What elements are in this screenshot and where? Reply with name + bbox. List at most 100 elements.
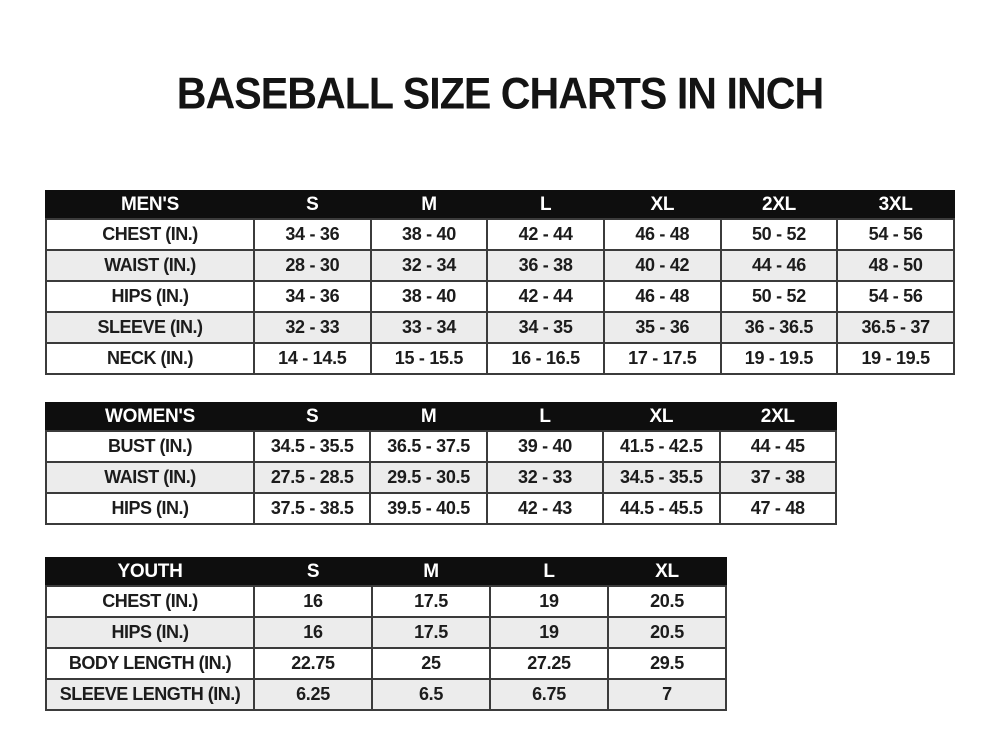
size-value-cell: 27.5 - 28.5 [252, 461, 372, 494]
size-value-cell: 32 - 33 [485, 461, 605, 494]
size-value-cell: 44.5 - 45.5 [602, 492, 721, 525]
table-row: NECK (IN.) 14 - 14.5 15 - 15.5 16 - 16.5 17 … [45, 342, 955, 375]
size-value-cell: 6.25 [253, 678, 373, 711]
size-value-cell: 17 - 17.5 [602, 342, 722, 375]
size-header-cell: XL [602, 190, 722, 220]
header-row: YOUTH S M L XL [45, 557, 727, 587]
table-row: WAIST (IN.) 28 - 30 32 - 34 36 - 38 40 - 42 4… [45, 249, 955, 282]
size-value-cell: 54 - 56 [836, 218, 955, 251]
size-value-cell: 34 - 36 [253, 280, 372, 313]
measurement-label-cell: SLEEVE LENGTH (IN.) [45, 678, 255, 711]
size-header-cell: L [485, 402, 605, 432]
size-value-cell: 7 [607, 678, 727, 711]
measurement-label-cell: HIPS (IN.) [45, 616, 255, 649]
size-value-cell: 46 - 48 [602, 280, 722, 313]
size-value-cell: 41.5 - 42.5 [602, 430, 721, 463]
size-value-cell: 54 - 56 [836, 280, 955, 313]
table-row: HIPS (IN.) 37.5 - 38.5 39.5 - 40.5 42 - 43 4… [45, 492, 838, 525]
size-value-cell: 19 [489, 616, 609, 649]
size-value-cell: 28 - 30 [253, 249, 372, 282]
size-value-cell: 32 - 33 [253, 311, 372, 344]
size-value-cell: 34.5 - 35.5 [252, 430, 372, 463]
size-value-cell: 34.5 - 35.5 [602, 461, 721, 494]
size-value-cell: 47 - 48 [718, 492, 838, 525]
size-value-cell: 25 [371, 647, 491, 680]
size-value-cell: 50 - 52 [719, 280, 839, 313]
size-value-cell: 27.25 [489, 647, 609, 680]
size-value-cell: 29.5 [607, 647, 727, 680]
size-header-cell: M [369, 402, 488, 432]
measurement-label-cell: SLEEVE (IN.) [45, 311, 255, 344]
measurement-label-cell: WAIST (IN.) [45, 461, 255, 494]
table-row: HIPS (IN.) 16 17.5 19 20.5 [45, 616, 727, 649]
size-value-cell: 6.75 [489, 678, 609, 711]
size-value-cell: 42 - 44 [486, 218, 605, 251]
size-value-cell: 17.5 [371, 616, 491, 649]
size-value-cell: 17.5 [371, 585, 491, 618]
measurement-label-cell: CHEST (IN.) [45, 218, 255, 251]
page-title: BASEBALL SIZE CHARTS IN INCH [176, 68, 824, 119]
table-row: SLEEVE (IN.) 32 - 33 33 - 34 34 - 35 35 - 36… [45, 311, 955, 344]
size-value-cell: 40 - 42 [602, 249, 722, 282]
table-row: CHEST (IN.) 34 - 36 38 - 40 42 - 44 46 - 48 5… [45, 218, 955, 251]
measurement-label-cell: HIPS (IN.) [45, 492, 255, 525]
size-value-cell: 39.5 - 40.5 [369, 492, 488, 525]
size-value-cell: 36.5 - 37 [836, 311, 955, 344]
size-value-cell: 42 - 43 [485, 492, 605, 525]
youth-size-table: YOUTH S M L XL CHEST (IN.) 16 17.5 19 20.5 HIPS (I… [45, 557, 727, 711]
size-value-cell: 48 - 50 [836, 249, 955, 282]
mens-size-table: MEN'S S M L XL 2XL 3XL CHEST (IN.) 34 - 36 38 - 4… [45, 190, 955, 375]
size-value-cell: 38 - 40 [369, 280, 489, 313]
size-value-cell: 20.5 [607, 616, 727, 649]
size-header-cell: XL [607, 557, 727, 587]
size-header-cell: S [252, 402, 372, 432]
size-value-cell: 16 - 16.5 [486, 342, 605, 375]
group-header-cell: MEN'S [45, 190, 255, 220]
size-value-cell: 36 - 36.5 [719, 311, 839, 344]
header-row: MEN'S S M L XL 2XL 3XL [45, 190, 955, 220]
size-header-cell: S [253, 557, 373, 587]
size-value-cell: 36 - 38 [486, 249, 605, 282]
size-value-cell: 46 - 48 [602, 218, 722, 251]
measurement-label-cell: CHEST (IN.) [45, 585, 255, 618]
table-row: BODY LENGTH (IN.) 22.75 25 27.25 29.5 [45, 647, 727, 680]
measurement-label-cell: HIPS (IN.) [45, 280, 255, 313]
size-header-cell: M [371, 557, 491, 587]
size-header-cell: 2XL [718, 402, 838, 432]
size-header-cell: 3XL [836, 190, 955, 220]
size-value-cell: 34 - 35 [486, 311, 605, 344]
table-row: CHEST (IN.) 16 17.5 19 20.5 [45, 585, 727, 618]
table-row: HIPS (IN.) 34 - 36 38 - 40 42 - 44 46 - 48 50… [45, 280, 955, 313]
size-value-cell: 14 - 14.5 [253, 342, 372, 375]
size-value-cell: 33 - 34 [369, 311, 489, 344]
size-value-cell: 38 - 40 [369, 218, 489, 251]
size-value-cell: 19 - 19.5 [719, 342, 839, 375]
size-value-cell: 34 - 36 [253, 218, 372, 251]
size-value-cell: 19 - 19.5 [836, 342, 955, 375]
size-value-cell: 37.5 - 38.5 [252, 492, 372, 525]
measurement-label-cell: BODY LENGTH (IN.) [45, 647, 255, 680]
size-header-cell: L [489, 557, 609, 587]
group-header-cell: WOMEN'S [45, 402, 255, 432]
measurement-label-cell: WAIST (IN.) [45, 249, 255, 282]
size-value-cell: 50 - 52 [719, 218, 839, 251]
table-row: WAIST (IN.) 27.5 - 28.5 29.5 - 30.5 32 - 33… [45, 461, 838, 494]
size-value-cell: 15 - 15.5 [369, 342, 489, 375]
size-value-cell: 6.5 [371, 678, 491, 711]
size-value-cell: 22.75 [253, 647, 373, 680]
size-value-cell: 16 [253, 616, 373, 649]
table-row: BUST (IN.) 34.5 - 35.5 36.5 - 37.5 39 - 40 4… [45, 430, 838, 463]
womens-size-table: WOMEN'S S M L XL 2XL BUST (IN.) 34.5 - 35.5 36.5… [45, 402, 838, 525]
size-value-cell: 19 [489, 585, 609, 618]
size-header-cell: S [253, 190, 372, 220]
group-header-cell: YOUTH [45, 557, 255, 587]
size-value-cell: 35 - 36 [602, 311, 722, 344]
measurement-label-cell: NECK (IN.) [45, 342, 255, 375]
size-value-cell: 44 - 45 [718, 430, 838, 463]
size-value-cell: 36.5 - 37.5 [369, 430, 488, 463]
measurement-label-cell: BUST (IN.) [45, 430, 255, 463]
size-value-cell: 39 - 40 [485, 430, 605, 463]
header-row: WOMEN'S S M L XL 2XL [45, 402, 838, 432]
size-value-cell: 20.5 [607, 585, 727, 618]
